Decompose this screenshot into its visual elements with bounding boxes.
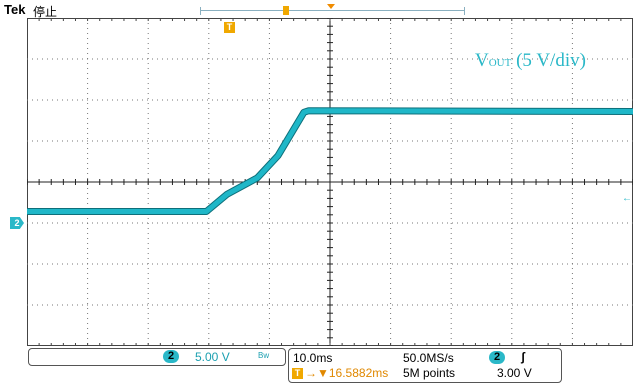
trigger-point-icon[interactable]: T (224, 22, 235, 33)
sample-rate: 50.0MS/s (403, 351, 454, 365)
acquisition-readout[interactable]: 10.0ms 50.0MS/s 2 ʃ T →▼16.5882ms 5M poi… (288, 348, 562, 383)
graticule-svg (27, 18, 633, 346)
acquisition-status: 停止 (33, 5, 58, 19)
trace-label-main: V (475, 50, 489, 71)
waveform-trace (27, 108, 633, 214)
status-bar: Tek 停止 (0, 0, 633, 19)
trigger-level-icon[interactable]: ← (622, 193, 632, 204)
trigger-slope-icon: ʃ (521, 350, 525, 364)
record-length: 5M points (403, 366, 456, 380)
timebase: 10.0ms (293, 351, 333, 365)
record-view-bar[interactable] (200, 7, 465, 15)
trigger-level: 3.00 V (497, 366, 532, 380)
channel-readout[interactable]: 2 5.00 V Bw (28, 348, 286, 366)
trace-label-scale: (5 V/div) (511, 50, 586, 71)
display-window-icon[interactable] (283, 6, 289, 15)
trace-label-subscript: OUT (488, 57, 512, 69)
trigger-icon: T (292, 368, 303, 379)
channel-badge[interactable]: 2 (163, 350, 179, 363)
trace-layer (27, 107, 633, 215)
trigger-position-icon[interactable] (327, 4, 335, 9)
waveform-display (27, 18, 633, 346)
trigger-source-badge[interactable]: 2 (489, 351, 505, 364)
bandwidth-limit-icon: Bw (258, 351, 270, 360)
vertical-scale: 5.00 V (195, 350, 230, 364)
channel-2-ground-icon[interactable]: 2 (10, 217, 24, 229)
horizontal-position: →▼16.5882ms (305, 366, 389, 380)
trace-label: VOUT (5 V/div) (475, 50, 586, 72)
brand-logo: Tek (4, 2, 26, 17)
record-bar-left-end (200, 7, 201, 15)
record-bar-right-end (464, 7, 465, 15)
